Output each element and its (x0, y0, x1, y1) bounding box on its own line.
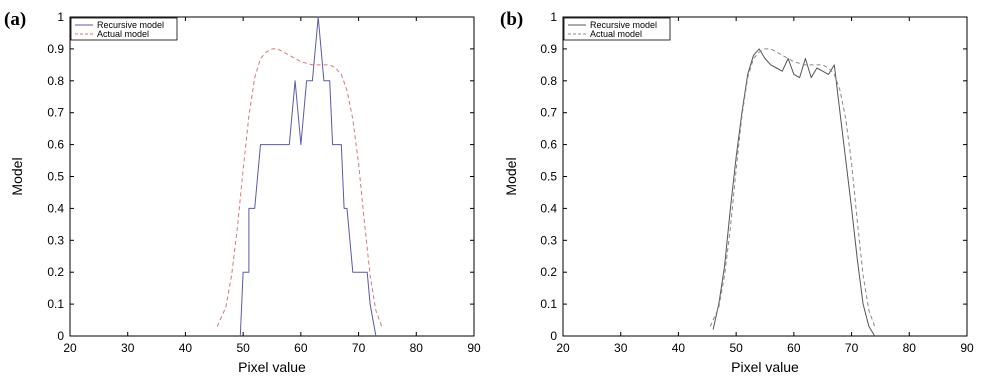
legend-entry: Recursive model (97, 20, 164, 30)
y-tick-label: 1 (57, 10, 64, 24)
panel-label: (b) (500, 9, 523, 30)
y-tick-label: 0.2 (47, 265, 64, 279)
y-tick-label: 0.4 (540, 201, 557, 215)
plot-frame (69, 16, 475, 337)
series-line-recursive-model (712, 48, 876, 337)
y-tick-label: 0.1 (540, 297, 557, 311)
y-axis-label: Model (9, 157, 25, 195)
y-tick-label: 0.7 (47, 106, 64, 120)
y-tick-label: 0.9 (47, 42, 64, 56)
y-tick-label: 0.8 (47, 74, 64, 88)
series-line-recursive-model (239, 16, 377, 337)
legend-entry: Actual model (97, 29, 149, 39)
y-axis-label: Model (503, 157, 519, 195)
y-tick-label: 1 (550, 10, 557, 24)
y-tick-label: 0.3 (47, 233, 64, 247)
legend-entry: Actual model (590, 29, 642, 39)
x-tick-label: 90 (960, 341, 974, 355)
y-tick-label: 0.7 (540, 106, 557, 120)
x-tick-label: 40 (672, 341, 686, 355)
y-tick-label: 0.5 (47, 170, 64, 184)
x-axis-label: Pixel value (238, 359, 306, 375)
x-tick-label: 20 (556, 341, 570, 355)
legend-entry: Recursive model (590, 20, 657, 30)
x-tick-label: 30 (614, 341, 628, 355)
y-tick-label: 0.6 (540, 138, 557, 152)
x-tick-label: 80 (903, 341, 917, 355)
y-tick-label: 0.8 (540, 74, 557, 88)
y-tick-label: 0.5 (540, 170, 557, 184)
y-tick-label: 0.1 (47, 297, 64, 311)
y-tick-label: 0 (57, 329, 64, 343)
chart-panel-b: 20 30 40 50 60 70 80 90 0 0.1 0.2 0.3 0.4 0.5 0.6 0.7 0.… (500, 9, 974, 375)
x-tick-label: 60 (787, 341, 801, 355)
x-tick-label: 80 (410, 341, 424, 355)
x-tick-label: 50 (236, 341, 250, 355)
panel-label: (a) (4, 9, 26, 30)
chart-panel-a: 20 30 40 50 60 70 80 90 0 0.1 0.2 0.3 0.4 0.5 0.6 0.7 0.… (4, 9, 481, 375)
y-tick-label: 0.3 (540, 233, 557, 247)
x-axis-label: Pixel value (731, 359, 799, 375)
legend-box (70, 17, 178, 41)
y-tick-label: 0 (550, 329, 557, 343)
x-tick-label: 70 (352, 341, 366, 355)
x-tick-label: 60 (294, 341, 308, 355)
y-tick-label: 0.2 (540, 265, 557, 279)
legend-box (563, 17, 671, 41)
x-tick-label: 90 (467, 341, 481, 355)
x-tick-label: 70 (845, 341, 859, 355)
x-tick-label: 50 (729, 341, 743, 355)
plot-frame (562, 16, 968, 337)
y-tick-label: 0.9 (540, 42, 557, 56)
series-line-actual-model (709, 48, 876, 327)
x-tick-label: 20 (63, 341, 77, 355)
series-line-actual-model (216, 48, 383, 327)
y-tick-label: 0.4 (47, 201, 64, 215)
x-tick-label: 30 (121, 341, 135, 355)
y-tick-label: 0.6 (47, 138, 64, 152)
x-tick-label: 40 (179, 341, 193, 355)
